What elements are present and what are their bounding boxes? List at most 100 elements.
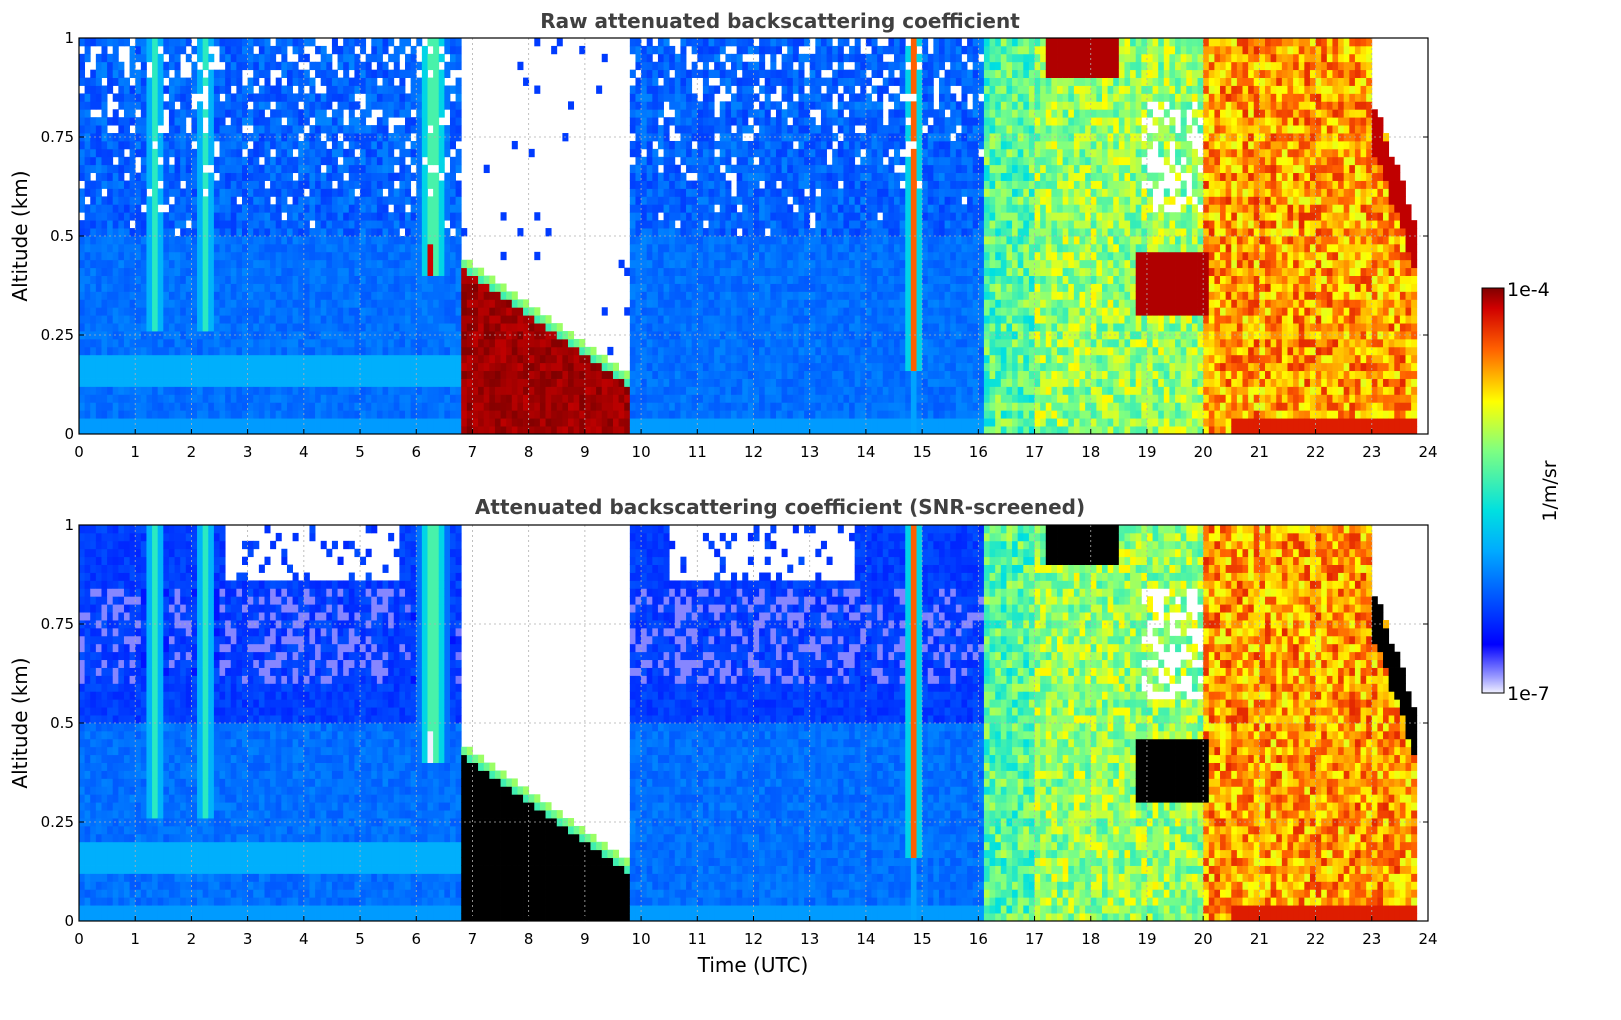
heatmap-cell <box>551 362 558 372</box>
heatmap-cell <box>433 38 440 47</box>
heatmap-cell <box>242 378 249 387</box>
heatmap-cell <box>393 140 400 150</box>
heatmap-cell <box>118 267 125 276</box>
heatmap-cell <box>719 267 726 276</box>
heatmap-cell <box>781 140 788 150</box>
heatmap-cell <box>242 267 249 276</box>
heatmap-cell <box>376 156 383 166</box>
heatmap-cell <box>258 315 265 324</box>
heatmap-cell <box>202 259 209 269</box>
heatmap-cell <box>742 228 749 237</box>
heatmap-cell <box>382 307 389 316</box>
heatmap-cell <box>646 38 653 47</box>
heatmap-cell <box>135 101 142 110</box>
heatmap-cell <box>725 259 732 269</box>
heatmap-cell <box>180 410 187 419</box>
heatmap-cell <box>258 45 265 55</box>
heatmap-cell <box>416 354 423 364</box>
heatmap-cell <box>135 93 142 102</box>
heatmap-cell <box>264 386 271 395</box>
heatmap-cell <box>466 283 473 292</box>
heatmap-cell <box>112 315 119 324</box>
heatmap-cell <box>140 346 147 356</box>
heatmap-cell <box>208 117 215 126</box>
heatmap-cell <box>781 259 788 269</box>
heatmap-cell <box>146 140 153 150</box>
heatmap-cell <box>242 228 249 237</box>
heatmap-cell <box>247 410 254 419</box>
heatmap-cell <box>365 331 372 340</box>
heatmap-cell <box>421 323 428 332</box>
heatmap-cell <box>90 69 97 78</box>
heatmap-cell <box>455 426 462 435</box>
heatmap-cell <box>298 346 305 356</box>
heatmap-cell <box>157 346 164 356</box>
heatmap-cell <box>388 243 395 253</box>
heatmap-cell <box>174 180 181 189</box>
heatmap-cell <box>225 164 232 174</box>
heatmap-cell <box>185 378 192 387</box>
heatmap-cell <box>775 220 782 229</box>
heatmap-cell <box>629 109 636 118</box>
heatmap-cell <box>275 133 282 142</box>
heatmap-cell <box>242 283 249 292</box>
heatmap-cell <box>410 45 417 55</box>
heatmap-cell <box>781 117 788 126</box>
heatmap-cell <box>714 307 721 316</box>
heatmap-cell <box>129 172 136 181</box>
heatmap-cell <box>84 299 91 308</box>
heatmap-cell <box>753 61 760 71</box>
heatmap-cell <box>101 275 108 284</box>
heatmap-cell <box>584 394 591 403</box>
heatmap-cell <box>410 148 417 158</box>
heatmap-cell <box>95 164 102 174</box>
heatmap-cell <box>736 307 743 316</box>
heatmap-cell <box>731 259 738 269</box>
heatmap-cell <box>146 418 153 427</box>
heatmap-cell <box>747 109 754 118</box>
heatmap-cell <box>84 172 91 181</box>
heatmap-cell <box>579 410 586 419</box>
heatmap-cell <box>635 109 642 118</box>
heatmap-cell <box>112 117 119 126</box>
heatmap-cell <box>292 370 299 379</box>
heatmap-cell <box>365 315 372 324</box>
heatmap-cell <box>579 362 586 372</box>
heatmap-cell <box>691 101 698 110</box>
heatmap-cell <box>635 117 642 126</box>
heatmap-cell <box>663 133 670 142</box>
heatmap-cell <box>697 291 704 300</box>
heatmap-cell <box>118 307 125 316</box>
heatmap-cell <box>775 125 782 134</box>
heatmap-cell <box>472 386 479 395</box>
heatmap-cell <box>674 267 681 276</box>
heatmap-cell <box>702 362 709 372</box>
heatmap-cell <box>152 338 159 348</box>
heatmap-cell <box>781 61 788 71</box>
heatmap-cell <box>320 125 327 134</box>
heatmap-cell <box>669 93 676 102</box>
heatmap-cell <box>444 148 451 158</box>
heatmap-cell <box>180 148 187 158</box>
heatmap-cell <box>107 180 114 189</box>
heatmap-cell <box>393 204 400 213</box>
heatmap-cell <box>101 45 108 55</box>
heatmap-cell <box>427 101 434 110</box>
heatmap-cell <box>410 291 417 300</box>
heatmap-cell <box>691 283 698 292</box>
heatmap-cell <box>646 410 653 419</box>
heatmap-cell <box>230 156 237 166</box>
heatmap-cell <box>478 346 485 356</box>
heatmap-cell <box>399 212 406 221</box>
heatmap-cell <box>663 53 670 63</box>
heatmap-cell <box>427 140 434 150</box>
heatmap-cell <box>708 38 715 47</box>
heatmap-cell <box>405 172 412 181</box>
heatmap-cell <box>388 140 395 150</box>
heatmap-cell <box>753 346 760 356</box>
heatmap-cell <box>337 386 344 395</box>
heatmap-cell <box>455 204 462 213</box>
heatmap-cell <box>775 394 782 403</box>
heatmap-cell <box>180 331 187 340</box>
heatmap-cell <box>691 61 698 71</box>
